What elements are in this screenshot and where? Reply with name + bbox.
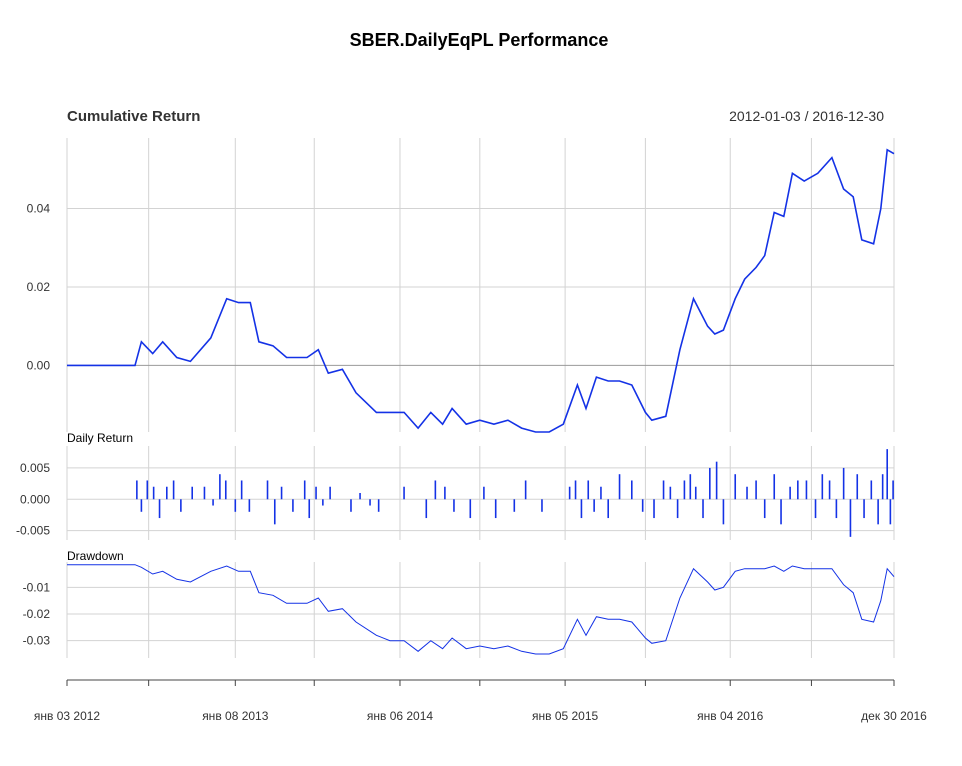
y-tick-label: 0.04: [27, 202, 51, 216]
panel-title-cumulative-return: Cumulative Return: [67, 108, 200, 125]
x-tick-label: дек 30 2016: [861, 709, 927, 723]
grid-lines: [66, 138, 895, 658]
x-tick-label: янв 08 2013: [202, 709, 269, 723]
y-tick-label: 0.00: [27, 358, 51, 372]
panel-title-daily-return: Daily Return: [67, 431, 133, 445]
x-tick-label: янв 05 2015: [532, 709, 599, 723]
y-tick-label: -0.02: [23, 607, 51, 621]
chart-title: SBER.DailyEqPL Performance: [350, 30, 609, 50]
series-layer: [67, 148, 895, 655]
y-tick-label: 0.000: [20, 492, 50, 506]
x-tick-label: янв 06 2014: [367, 709, 434, 723]
y-tick-label: 0.02: [27, 280, 51, 294]
x-axis: янв 03 2012 янв 08 2013 янв 06 2014 янв 05 …: [34, 679, 927, 723]
y-tick-label: -0.03: [23, 634, 51, 648]
series-line-cumulative-return: [67, 148, 895, 433]
series-line-drawdown: [67, 564, 895, 655]
x-tick-label: янв 03 2012: [34, 709, 101, 723]
y-tick-label: -0.01: [23, 580, 51, 594]
date-range-label: 2012-01-03 / 2016-12-30: [729, 108, 884, 124]
x-tick-label: янв 04 2016: [697, 709, 764, 723]
panel-title-drawdown: Drawdown: [67, 549, 124, 563]
y-axis-ticks: 0.00 0.02 0.04 0.005 0.000 -0.005 -0.01 -0.02 -0…: [16, 202, 50, 648]
y-tick-label: -0.005: [16, 524, 50, 538]
y-tick-label: 0.005: [20, 461, 50, 475]
